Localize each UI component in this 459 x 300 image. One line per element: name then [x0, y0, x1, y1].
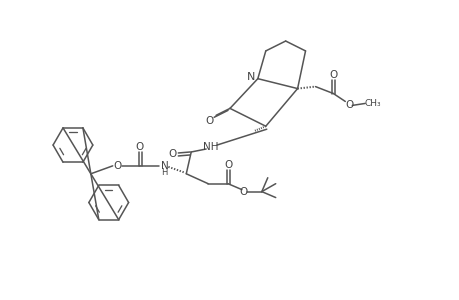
Text: O: O — [168, 149, 176, 159]
Text: O: O — [205, 116, 213, 126]
Text: O: O — [329, 70, 337, 80]
Text: O: O — [135, 142, 143, 152]
Text: O: O — [344, 100, 353, 110]
Text: N: N — [246, 72, 254, 82]
Text: CH₃: CH₃ — [364, 99, 381, 108]
Text: NH: NH — [203, 142, 218, 152]
Text: H: H — [161, 168, 167, 177]
Text: O: O — [224, 160, 232, 170]
Text: O: O — [239, 187, 247, 196]
Text: O: O — [113, 161, 122, 171]
Text: N: N — [160, 161, 168, 171]
